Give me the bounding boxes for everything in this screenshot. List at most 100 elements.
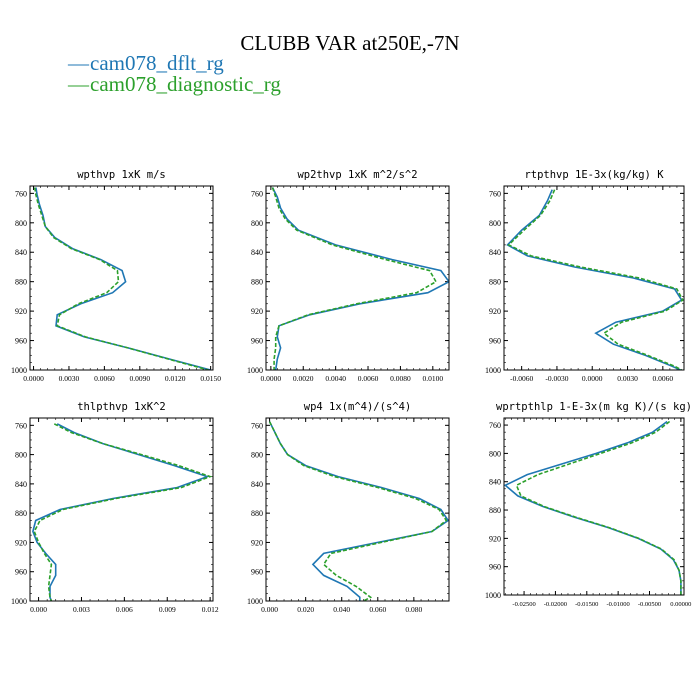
y-tick-label: 840 (489, 248, 501, 257)
series-line-2 (515, 420, 682, 595)
figure-title: CLUBB VAR at250E,-7N (240, 31, 459, 55)
panel-title: rtpthvp 1E-3x(kg/kg) K (524, 169, 664, 181)
x-tick-label: -0.02000 (544, 601, 567, 608)
y-tick-label: 880 (15, 278, 27, 287)
x-tick-label: -0.02500 (512, 601, 535, 608)
y-tick-label: 800 (15, 219, 27, 228)
plot-frame (503, 417, 685, 596)
y-tick-label: 880 (251, 509, 263, 518)
legend-label-2: cam078_diagnostic_rg (90, 72, 281, 96)
plot-frame (503, 185, 685, 371)
y-tick-label: 840 (251, 248, 263, 257)
series-line-2 (271, 187, 438, 370)
y-tick-label: 960 (251, 568, 263, 577)
panel-title: wprtpthlp 1-E-3x(m kg K)/(s kg) (496, 401, 692, 413)
y-tick-label: 840 (15, 248, 27, 257)
x-tick-label: 0.0020 (293, 374, 314, 383)
y-tick-label: 1000 (247, 366, 263, 375)
x-tick-label: -0.0060 (510, 374, 533, 383)
series-line-1 (268, 421, 449, 601)
x-tick-label: 0.080 (405, 605, 422, 614)
chart-panel: wp4 1x(m^4)/(s^4)76080084088092096010000… (247, 401, 450, 614)
x-tick-label: 0.0030 (59, 374, 80, 383)
y-tick-label: 1000 (247, 597, 263, 606)
y-tick-label: 960 (15, 568, 27, 577)
y-tick-label: 800 (251, 451, 263, 460)
y-tick-label: 920 (15, 538, 27, 547)
y-tick-label: 800 (251, 219, 263, 228)
y-tick-label: 800 (15, 451, 27, 460)
y-tick-label: 840 (489, 478, 501, 487)
y-tick-label: 880 (251, 278, 263, 287)
y-tick-label: 880 (15, 509, 27, 518)
y-tick-label: 920 (489, 534, 501, 543)
x-tick-label: 0.060 (369, 605, 386, 614)
x-tick-label: 0.012 (202, 605, 219, 614)
panel-title: wp2thvp 1xK m^2/s^2 (297, 169, 417, 181)
panel-title: thlpthvp 1xK^2 (77, 401, 166, 413)
plot-frame (29, 185, 214, 371)
x-tick-label: 0.00000 (670, 601, 691, 608)
panel-title: wp4 1x(m^4)/(s^4) (304, 401, 411, 413)
x-tick-label: 0.006 (116, 605, 133, 614)
x-tick-label: 0.0000 (582, 374, 603, 383)
x-tick-label: 0.0060 (94, 374, 115, 383)
chart-panel: wpthvp 1xK m/s76080084088092096010000.00… (11, 169, 221, 383)
series-line-2 (33, 187, 209, 370)
x-tick-label: 0.000 (30, 605, 47, 614)
y-tick-label: 960 (489, 337, 501, 346)
x-tick-label: 0.0090 (129, 374, 150, 383)
y-tick-label: 760 (489, 189, 501, 198)
x-tick-label: -0.01500 (575, 601, 598, 608)
y-tick-label: 960 (489, 563, 501, 572)
y-tick-label: 760 (15, 421, 27, 430)
plot-frame (265, 417, 450, 602)
y-tick-label: 840 (15, 480, 27, 489)
legend: — cam078_dflt_rg — cam078_diagnostic_rg (67, 51, 281, 96)
x-tick-label: 0.0080 (390, 374, 411, 383)
y-tick-label: 920 (15, 307, 27, 316)
x-tick-label: 0.003 (73, 605, 90, 614)
legend-label-1: cam078_dflt_rg (90, 51, 224, 75)
x-tick-label: 0.0030 (617, 374, 638, 383)
y-tick-label: 1000 (11, 366, 27, 375)
x-tick-label: -0.00500 (638, 601, 661, 608)
y-tick-label: 960 (15, 337, 27, 346)
x-tick-label: 0.0000 (23, 374, 44, 383)
x-tick-label: -0.01000 (606, 601, 629, 608)
chart-panel: wp2thvp 1xK m^2/s^2 760 800 840 880 920 960 100… (247, 169, 450, 383)
y-tick-label: 920 (489, 307, 501, 316)
x-tick-label: 0.009 (159, 605, 176, 614)
series-line-2 (33, 423, 213, 601)
series-line-1 (506, 189, 683, 370)
series-line-2 (268, 421, 448, 601)
series-line-2 (507, 189, 684, 370)
y-tick-label: 760 (489, 421, 501, 430)
y-tick-label: 760 (251, 421, 263, 430)
x-tick-label: -0.0030 (545, 374, 568, 383)
x-tick-label: 0.020 (297, 605, 314, 614)
series-line-1 (35, 187, 211, 370)
legend-marker-1: — (67, 51, 90, 75)
x-tick-label: 0.0000 (261, 374, 282, 383)
chart-panel: wprtpthlp 1-E-3x(m kg K)/(s kg) 760 800 840… (485, 401, 692, 608)
panel-title: wpthvp 1xK m/s (77, 169, 166, 181)
y-tick-label: 800 (489, 219, 501, 228)
chart-panel: thlpthvp 1xK^276080084088092096010000.00… (11, 401, 219, 614)
plot-frame (29, 417, 214, 602)
y-tick-label: 1000 (485, 591, 501, 600)
chart-panel: rtpthvp 1E-3x(kg/kg) K 760 800 840 880 920 960… (485, 169, 685, 383)
x-tick-label: 0.000 (261, 605, 278, 614)
plot-frame (265, 185, 450, 371)
x-tick-label: 0.0120 (165, 374, 186, 383)
x-tick-label: 0.0060 (653, 374, 674, 383)
series-line-1 (271, 187, 449, 370)
legend-marker-2: — (67, 72, 90, 96)
series-line-1 (32, 423, 210, 601)
y-tick-label: 1000 (11, 597, 27, 606)
y-tick-label: 840 (251, 480, 263, 489)
y-tick-label: 880 (489, 506, 501, 515)
series-line-1 (504, 420, 682, 595)
y-tick-label: 920 (251, 307, 263, 316)
